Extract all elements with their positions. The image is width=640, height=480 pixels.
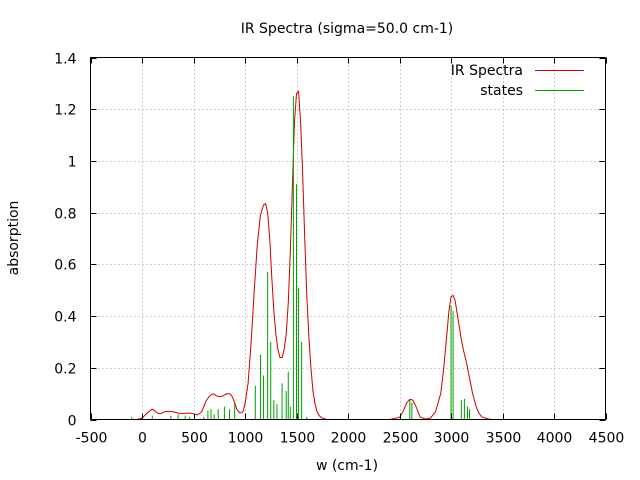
x-tick-label: -500 [76,431,108,447]
chart-title: IR Spectra (sigma=50.0 cm-1) [241,21,454,37]
x-tick-label: 1000 [228,431,264,447]
y-tick-label: 0.4 [54,310,76,326]
axis-ticks: -500 0 500 1000 1500 2000 2500 3000 3500 4000 4500… [54,52,624,447]
x-tick-label: 2000 [331,431,367,447]
y-tick-label: 1.2 [54,103,76,119]
y-tick-label: 0.6 [54,258,76,274]
x-tick-label: 0 [138,431,147,447]
y-tick-label: 0.8 [54,207,76,223]
x-tick-label: 2500 [383,431,419,447]
x-axis-label: w (cm-1) [316,458,378,474]
x-tick-label: 500 [181,431,208,447]
x-tick-label: 1500 [280,431,316,447]
x-tick-label: 3000 [434,431,470,447]
y-tick-label: 0 [68,414,77,430]
y-tick-label: 1 [68,155,77,171]
x-tick-label: 4500 [589,431,625,447]
series-layer [130,90,575,420]
legend-label: states [480,83,523,99]
x-tick-label: 4000 [537,431,573,447]
y-axis-label: absorption [6,201,22,276]
y-tick-label: 0.2 [54,362,76,378]
x-tick-label: 3500 [486,431,522,447]
y-tick-label: 1.4 [54,52,76,68]
legend: IR Spectra states [451,63,584,99]
grid [90,57,606,420]
legend-label: IR Spectra [451,63,523,79]
ir-spectra-line [130,90,575,420]
